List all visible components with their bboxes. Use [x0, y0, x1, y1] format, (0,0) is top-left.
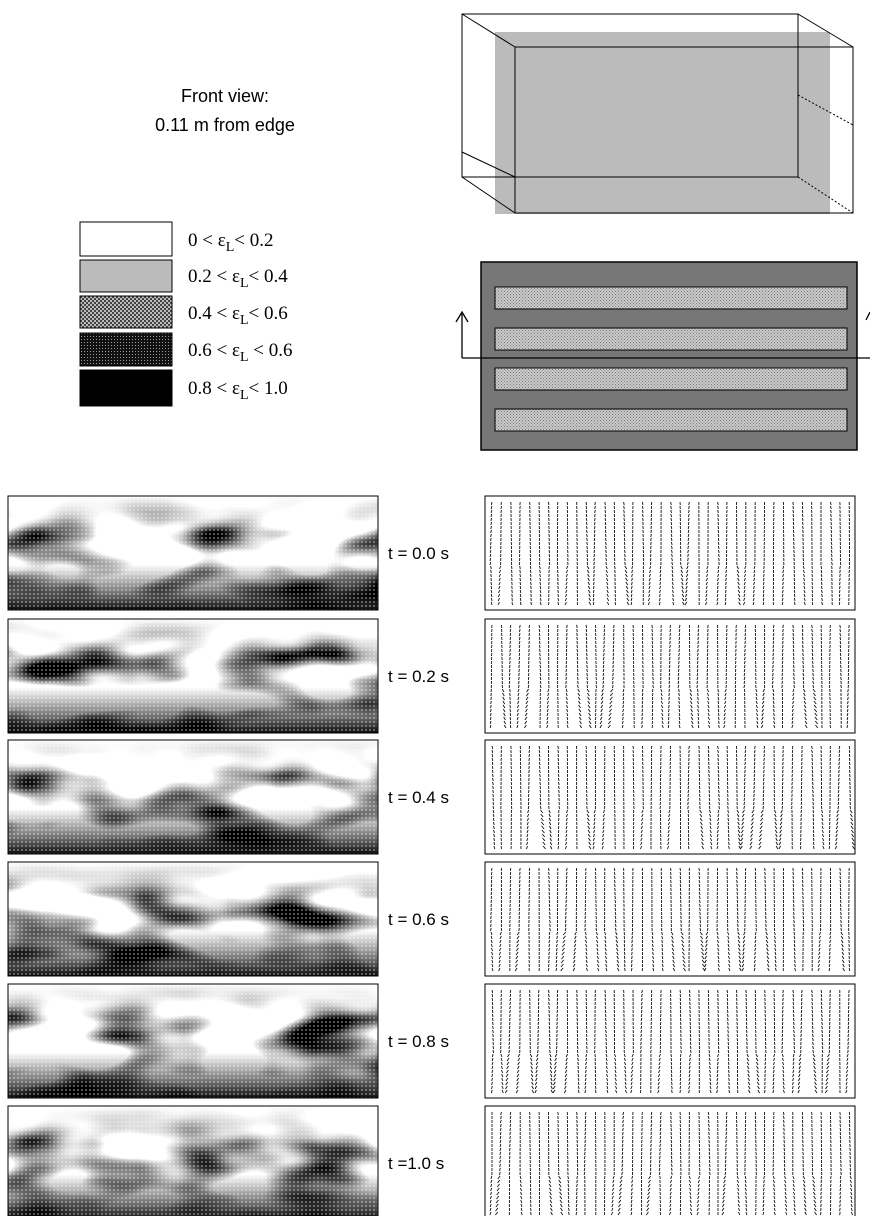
contour-texture [8, 862, 378, 976]
contour-texture [8, 984, 378, 1098]
time-label: t = 0.8 s [388, 1032, 449, 1051]
plan-strip [494, 327, 848, 351]
box-front [514, 46, 854, 214]
vector-field [489, 501, 850, 606]
legend-suffix: < 1.0 [249, 378, 288, 399]
box-edge [797, 13, 854, 48]
legend-sub: L [240, 276, 249, 291]
legend-sub: L [240, 313, 249, 328]
legend-swatch [79, 259, 173, 293]
legend-label: 0.2 < εL< 0.4 [188, 266, 288, 291]
legend-label: 0 < εL< 0.2 [188, 230, 273, 255]
section-plane [495, 32, 830, 214]
box-edge [461, 176, 516, 214]
legend-prefix: 0.6 < ε [188, 340, 240, 361]
legend-sub: L [240, 388, 249, 403]
contour-frame [7, 739, 379, 855]
legend-prefix: 0.2 < ε [188, 266, 240, 287]
contour-texture [8, 619, 378, 733]
legend-label: 0.6 < εL < 0.6 [188, 340, 292, 365]
legend-prefix: 0.8 < ε [188, 378, 240, 399]
legend-swatch [79, 221, 173, 257]
legend-sub: L [240, 350, 249, 365]
time-label: t = 0.4 s [388, 788, 449, 807]
legend-sub: L [226, 240, 235, 255]
legend-label: 0.4 < εL< 0.6 [188, 303, 288, 328]
box-3d [461, 13, 854, 214]
legend-label: 0.8 < εL< 1.0 [188, 378, 288, 403]
box-edge [797, 94, 854, 126]
title-line-1: Front view: [181, 86, 269, 106]
title-line-2: 0.11 m from edge [155, 115, 295, 135]
contour-plot [8, 862, 378, 976]
contour-plot [8, 984, 378, 1098]
legend-swatch [79, 332, 173, 367]
plan-strip [494, 408, 848, 432]
time-label: t = 0.6 s [388, 910, 449, 929]
contour-frame [7, 618, 379, 734]
vector-field [490, 989, 850, 1094]
vector-field [489, 624, 850, 729]
vector-field [489, 1111, 853, 1216]
plan-strip [494, 286, 848, 310]
vector-field [491, 745, 855, 850]
contour-frame [7, 1105, 379, 1216]
vector-frame [484, 1105, 856, 1216]
legend-swatch [79, 369, 173, 407]
contour-plot [8, 1106, 378, 1216]
legend-prefix: 0.4 < ε [188, 303, 240, 324]
contour-frame [7, 861, 379, 977]
legend-suffix: < 0.6 [249, 340, 293, 361]
plan-view [455, 261, 870, 451]
legend-suffix: < 0.4 [249, 266, 289, 287]
time-label: t =1.0 s [388, 1154, 444, 1173]
contour-frame [7, 983, 379, 1099]
time-label: t = 0.2 s [388, 667, 449, 686]
vector-frame [484, 983, 856, 1099]
legend [79, 221, 173, 407]
legend-swatch [79, 295, 173, 329]
legend-suffix: < 0.2 [234, 230, 273, 251]
time-label: t = 0.0 s [388, 544, 449, 563]
legend-suffix: < 0.6 [249, 303, 288, 324]
contour-frame [7, 495, 379, 611]
box-edge [461, 151, 516, 178]
vector-field [490, 867, 851, 972]
section-arrow [455, 310, 870, 359]
box-edge [461, 13, 516, 48]
contour-texture [8, 1106, 378, 1216]
vector-frame [484, 861, 856, 977]
contour-texture [8, 496, 378, 610]
plan-strip [494, 367, 848, 391]
box-edge [797, 176, 854, 214]
legend-prefix: 0 < ε [188, 230, 226, 251]
contour-plot [8, 740, 378, 854]
contour-plot [8, 619, 378, 733]
contour-texture [8, 740, 378, 854]
contour-plot [8, 496, 378, 610]
